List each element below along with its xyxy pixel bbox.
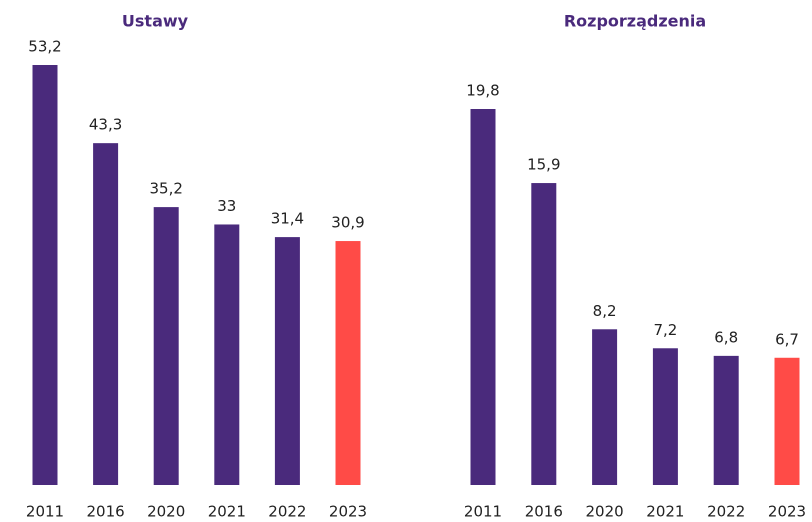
value-label: 43,3 — [89, 116, 122, 134]
x-tick-label: 2020 — [586, 503, 624, 521]
x-tick-label: 2016 — [87, 503, 125, 521]
bar — [592, 329, 618, 485]
chart-title: Rozporządzenia — [564, 12, 706, 31]
value-label: 6,7 — [775, 330, 799, 348]
value-label: 30,9 — [331, 214, 364, 232]
x-tick-label: 2023 — [768, 503, 806, 521]
bar — [531, 183, 557, 485]
x-tick-label: 2023 — [329, 503, 367, 521]
bar — [274, 237, 300, 485]
x-tick-label: 2022 — [707, 503, 745, 521]
bar — [713, 355, 739, 485]
value-label: 35,2 — [149, 180, 182, 198]
value-label: 15,9 — [527, 156, 560, 174]
bar — [93, 143, 119, 485]
bar — [652, 348, 678, 485]
bar — [335, 241, 361, 485]
bar — [470, 109, 496, 485]
value-label: 8,2 — [593, 302, 617, 320]
x-tick-label: 2011 — [464, 503, 502, 521]
value-label: 33 — [217, 197, 236, 215]
x-tick-label: 2011 — [26, 503, 64, 521]
value-label: 19,8 — [466, 82, 499, 100]
x-tick-label: 2022 — [268, 503, 306, 521]
bar — [32, 65, 58, 485]
x-tick-label: 2020 — [147, 503, 185, 521]
x-tick-label: 2016 — [525, 503, 563, 521]
value-label: 53,2 — [28, 38, 61, 56]
value-label: 6,8 — [714, 328, 738, 346]
chart-title: Ustawy — [122, 12, 189, 31]
x-tick-label: 2021 — [208, 503, 246, 521]
bar — [153, 207, 179, 485]
bar — [774, 357, 800, 485]
bar — [214, 224, 240, 485]
x-tick-label: 2021 — [646, 503, 684, 521]
value-label: 7,2 — [653, 321, 677, 339]
value-label: 31,4 — [271, 210, 304, 228]
